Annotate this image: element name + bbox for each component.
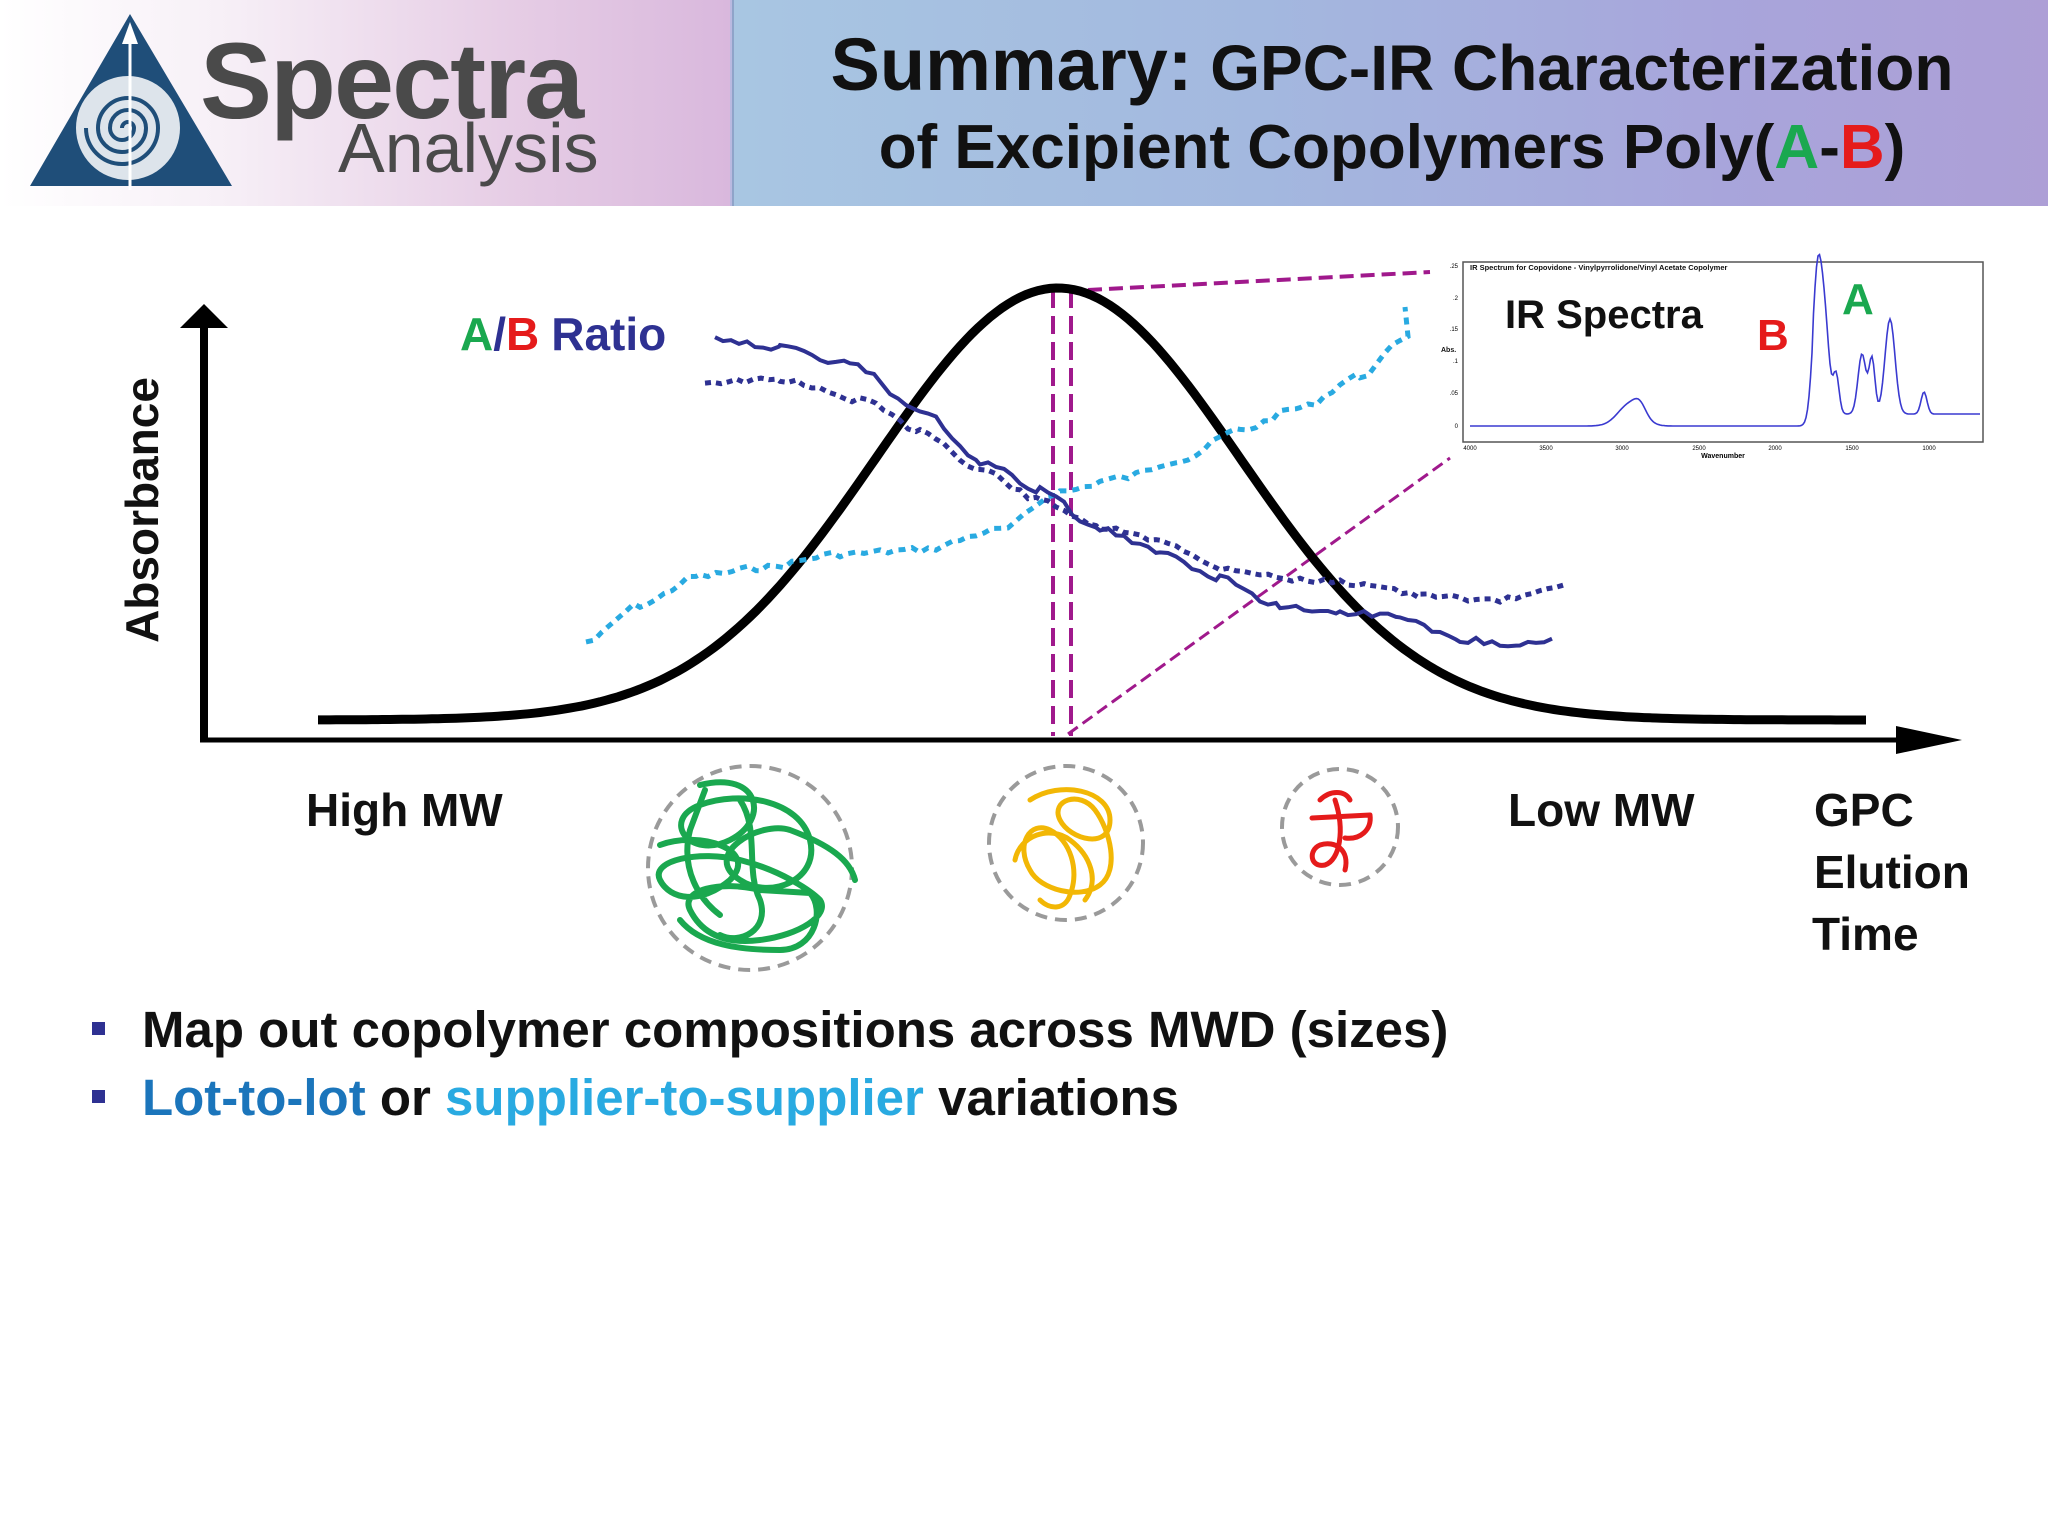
logo-word-spectra: Spectra — [200, 20, 584, 141]
logo-word-analysis: Analysis — [338, 109, 599, 187]
bullet-text-1: Map out copolymer compositions across MW… — [142, 1001, 1449, 1058]
ratio-label-slash: / — [493, 308, 506, 360]
title-line-1-rest: GPC-IR Characterization — [1210, 32, 1954, 104]
title-banner: Summary: GPC-IR Characterization of Exci… — [732, 0, 2048, 206]
inset-xtick-5: 2000 — [1768, 446, 1782, 452]
ir-spectrum-trace — [1470, 253, 1980, 427]
ir-peak-b-label: B — [1757, 311, 1789, 360]
inset-xtick-3: 3000 — [1615, 446, 1629, 452]
inset-ytick-5: .05 — [1450, 391, 1459, 397]
inset-ytick-3: .15 — [1450, 327, 1459, 333]
y-axis-arrow — [180, 304, 228, 328]
ratio-curve-solid — [714, 335, 1553, 649]
composition-curve-lot-2 — [585, 306, 1411, 645]
title-close: ) — [1884, 113, 1906, 182]
projection-line-top — [1087, 270, 1431, 292]
bullet-variations: variations — [923, 1069, 1180, 1126]
x-axis-arrow — [1896, 726, 1962, 754]
ir-spectra-label: IR Spectra — [1505, 293, 1704, 337]
title-dash: - — [1819, 113, 1840, 182]
gpc-ir-diagram: Absorbance A/B Ratio IR Spectrum for Copo… — [116, 253, 1984, 972]
inset-title: IR Spectrum for Copovidone - Vinylpyrrol… — [1470, 263, 1727, 272]
inset-ytick-4: .1 — [1453, 359, 1459, 365]
y-axis-label: Absorbance — [116, 377, 168, 643]
ratio-label-b: B — [506, 308, 539, 360]
bullet-or: or — [365, 1069, 446, 1126]
title-a: A — [1774, 113, 1820, 182]
ratio-curve-dotted — [704, 375, 1568, 605]
inset-ylabel: Abs. — [1441, 347, 1456, 354]
polymer-coil-small — [1280, 767, 1400, 887]
title-prefix: Summary: — [830, 23, 1193, 106]
inset-xtick-6: 1500 — [1845, 446, 1859, 452]
x-axis-label-line-2: Elution — [1814, 846, 1970, 898]
bullet-supplier-to-supplier: supplier-to-supplier — [445, 1069, 924, 1126]
bullet-square-icon — [92, 1090, 105, 1103]
high-mw-label: High MW — [306, 784, 503, 836]
title-line-2-start: of Excipient Copolymers Poly( — [878, 113, 1775, 182]
bullet-square-icon — [92, 1022, 105, 1035]
ratio-label-a: A — [460, 308, 493, 360]
projection-line-bottom — [1067, 456, 1451, 736]
polymer-coil-medium — [987, 764, 1145, 922]
x-axis-label-line-3: Time — [1812, 908, 1919, 960]
low-mw-label: Low MW — [1508, 784, 1695, 836]
bullet-text-2: Lot-to-lot or supplier-to-supplier varia… — [142, 1068, 1179, 1127]
ratio-label-rest: Ratio — [551, 308, 666, 360]
inset-xtick-4: 2500 — [1692, 446, 1706, 452]
polymer-coil-large — [646, 764, 858, 972]
page-title-line-1: Summary: GPC-IR Characterization — [734, 22, 2048, 107]
ir-peak-a-label: A — [1842, 275, 1874, 324]
inset-ytick-1: .25 — [1450, 264, 1459, 270]
x-axis-label-line-1: GPC — [1814, 784, 1914, 836]
page-title-line-2: of Excipient Copolymers Poly(A-B) — [734, 112, 2048, 183]
inset-ytick-6: 0 — [1455, 424, 1459, 430]
inset-xtick-1: 4000 — [1463, 446, 1477, 452]
bullet-lot-to-lot: Lot-to-lot — [142, 1069, 366, 1126]
ir-spectrum-inset: IR Spectrum for Copovidone - Vinylpyrrol… — [1441, 253, 1984, 460]
logo: Spectra Analysis — [0, 0, 730, 206]
inset-xtick-7: 1000 — [1922, 446, 1936, 452]
spiral-triangle-icon — [30, 14, 232, 190]
mwd-curve — [318, 283, 1866, 725]
ratio-label: A/B Ratio — [460, 308, 666, 360]
title-b: B — [1839, 113, 1885, 182]
inset-xlabel: Wavenumber — [1701, 453, 1745, 460]
inset-ytick-2: .2 — [1453, 296, 1459, 302]
inset-xtick-2: 3500 — [1539, 446, 1553, 452]
